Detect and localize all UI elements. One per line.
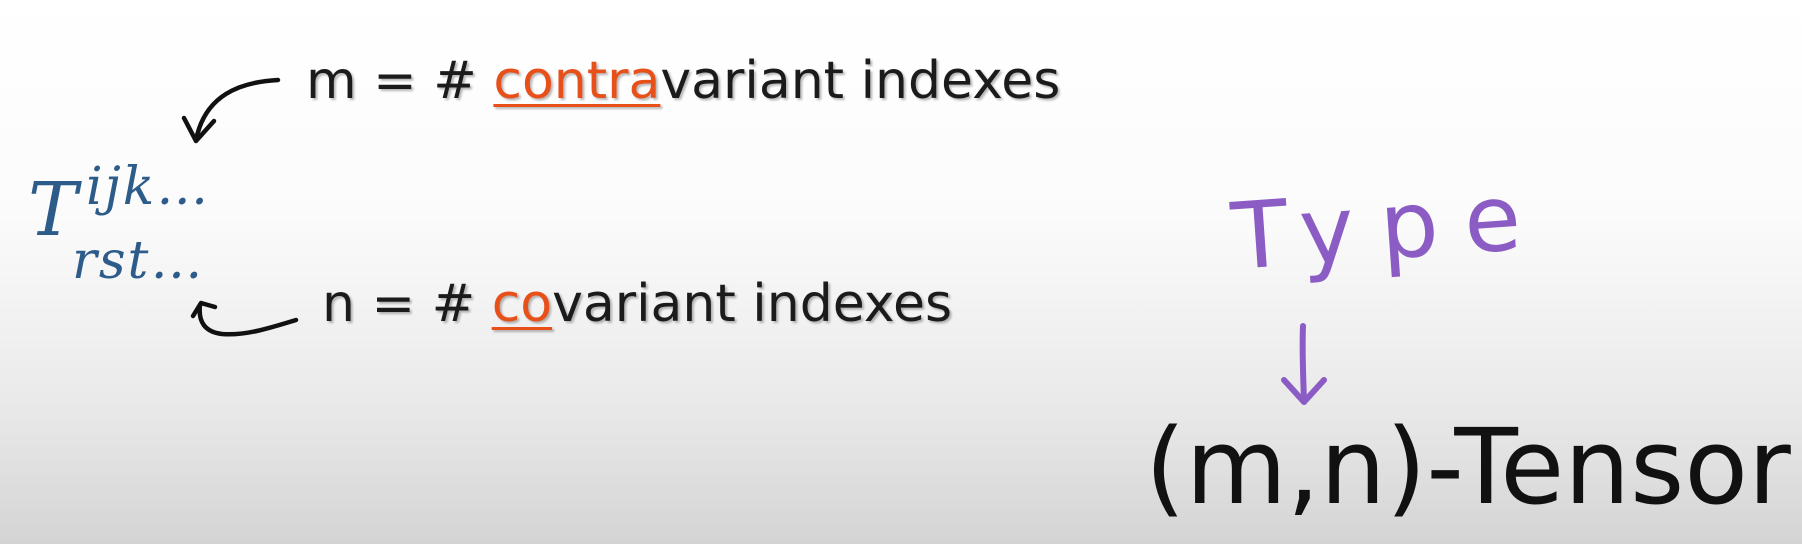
tensor-type-label: (m,n)-Tensor	[1145, 406, 1791, 528]
covariant-prefix: n = #	[322, 274, 492, 334]
tensor-symbol: T ijk… rst…	[24, 161, 264, 305]
covariant-highlight: co	[491, 274, 553, 334]
covariant-label: n = # covariant indexes	[322, 278, 952, 330]
contravariant-label: m = # contravariant indexes	[306, 55, 1060, 107]
tensor-base: T	[28, 167, 78, 253]
covariant-suffix: variant indexes	[552, 274, 953, 334]
contravariant-highlight: contra	[493, 51, 661, 111]
contravariant-suffix: variant indexes	[660, 51, 1061, 111]
tensor-superscript: ijk…	[86, 157, 211, 217]
contravariant-prefix: m = #	[306, 51, 494, 111]
hook-arrow-icon	[190, 300, 299, 337]
curved-arrow-icon	[181, 77, 281, 144]
tensor-subscript: rst…	[72, 231, 205, 291]
down-arrow-icon	[1281, 323, 1327, 405]
